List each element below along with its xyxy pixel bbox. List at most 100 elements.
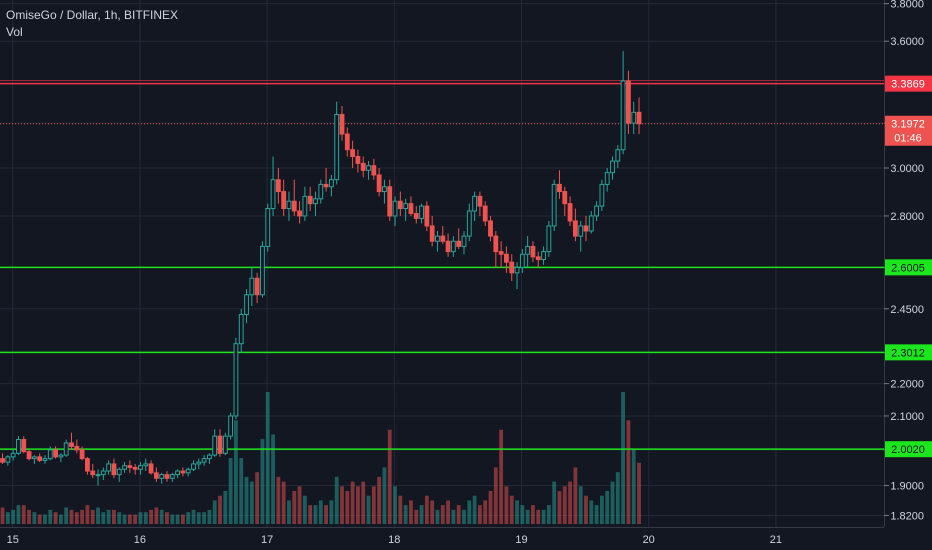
symbol-title[interactable]: OmiseGo / Dollar, 1h, BITFINEX xyxy=(6,8,179,22)
volume-bar xyxy=(58,514,63,524)
candle-body xyxy=(100,470,106,476)
volume-bar xyxy=(74,512,79,524)
candle-body xyxy=(610,160,615,174)
price-tick-label: 2.1000 xyxy=(890,411,924,423)
volume-bar xyxy=(324,505,328,524)
candle-body xyxy=(408,203,414,214)
volume-bar xyxy=(0,507,5,524)
candle-body xyxy=(387,186,393,217)
candle-body xyxy=(10,452,16,458)
volume-bar xyxy=(483,500,488,524)
candle-body xyxy=(275,179,281,193)
price-level-tag xyxy=(885,259,932,276)
volume-bar xyxy=(430,500,435,524)
volume-bar xyxy=(27,509,31,524)
candle-body xyxy=(456,240,462,247)
volume-bar xyxy=(249,481,254,524)
candle-body xyxy=(148,463,154,474)
volume-bar xyxy=(446,500,450,524)
candle-body xyxy=(153,472,159,479)
candle-body xyxy=(482,205,488,222)
candle-body xyxy=(546,225,552,253)
volume-bar xyxy=(340,486,344,524)
candle-body xyxy=(21,439,27,453)
volume-bar xyxy=(318,500,323,524)
volume-bar xyxy=(149,509,153,524)
candle-body xyxy=(53,449,58,458)
volume-bar xyxy=(143,512,148,524)
volume-bar xyxy=(255,472,260,524)
volume-bar xyxy=(64,507,69,524)
candle-body xyxy=(435,235,440,242)
candle-body xyxy=(84,458,90,472)
candle-body xyxy=(583,225,589,232)
candle-body xyxy=(429,225,435,242)
volume-bar xyxy=(488,491,493,524)
volume-bar xyxy=(165,512,169,524)
price-tick-label: 3.8000 xyxy=(890,0,924,11)
volume-bar xyxy=(605,491,610,524)
volume-bar xyxy=(11,509,16,524)
current-price-label: 3.1972 xyxy=(891,119,925,131)
candle-body xyxy=(477,195,483,207)
volume-legend-label[interactable]: Vol xyxy=(6,25,23,39)
price-tick-label: 1.9000 xyxy=(890,481,924,493)
volume-bar xyxy=(584,495,588,524)
candle-body xyxy=(47,449,53,460)
volume-bar xyxy=(239,458,244,524)
candle-body xyxy=(450,240,456,253)
volume-bar xyxy=(499,429,504,524)
candle-body xyxy=(557,183,562,193)
candle-body xyxy=(297,210,302,217)
candle-body xyxy=(281,191,287,210)
volume-bar xyxy=(191,509,196,524)
price-tick-label: 3.0000 xyxy=(890,163,924,175)
volume-bar xyxy=(106,509,111,524)
candle-body xyxy=(228,415,234,437)
time-tick-label: 17 xyxy=(261,534,273,546)
candle-body xyxy=(615,149,621,162)
volume-bar xyxy=(170,514,175,524)
volume-bar xyxy=(292,491,297,524)
candle-body xyxy=(212,435,218,456)
candle-body xyxy=(339,113,345,135)
candle-body xyxy=(196,461,202,465)
candle-body xyxy=(122,465,127,470)
candle-body xyxy=(74,445,80,451)
candle-body xyxy=(604,172,610,185)
time-axis[interactable]: 15 16 17 18 19 20 21 xyxy=(7,534,782,546)
price-level-lines xyxy=(0,80,884,450)
time-tick-label: 21 xyxy=(770,534,782,546)
candle-body xyxy=(260,245,265,296)
candle-body xyxy=(302,195,308,217)
volume-bar xyxy=(43,514,47,524)
price-tick-label: 2.2000 xyxy=(890,379,924,391)
candle-body xyxy=(31,456,37,460)
candle-body xyxy=(159,474,165,479)
volume-bar xyxy=(472,495,477,524)
candle-body xyxy=(254,277,260,296)
candle-body xyxy=(185,468,191,474)
volume-bar xyxy=(637,462,641,524)
price-level-tag xyxy=(885,344,932,361)
volume-bar xyxy=(329,500,334,524)
candle-body xyxy=(509,261,515,274)
candle-body xyxy=(466,210,472,237)
volume-bar xyxy=(493,467,498,524)
volume-bar xyxy=(202,512,207,524)
candle-body xyxy=(588,215,594,232)
price-tick-label: 2.8000 xyxy=(890,211,924,223)
volume-bar xyxy=(504,486,509,524)
candle-body xyxy=(90,470,96,476)
volume-bars xyxy=(0,392,641,524)
volume-bar xyxy=(308,505,313,524)
volume-bar xyxy=(409,500,413,524)
volume-bar xyxy=(509,495,514,524)
candle-body xyxy=(132,466,138,470)
bar-countdown-label: 01:46 xyxy=(894,133,922,145)
candle-body xyxy=(111,463,117,476)
candle-body xyxy=(350,149,356,157)
candle-body xyxy=(169,474,175,479)
